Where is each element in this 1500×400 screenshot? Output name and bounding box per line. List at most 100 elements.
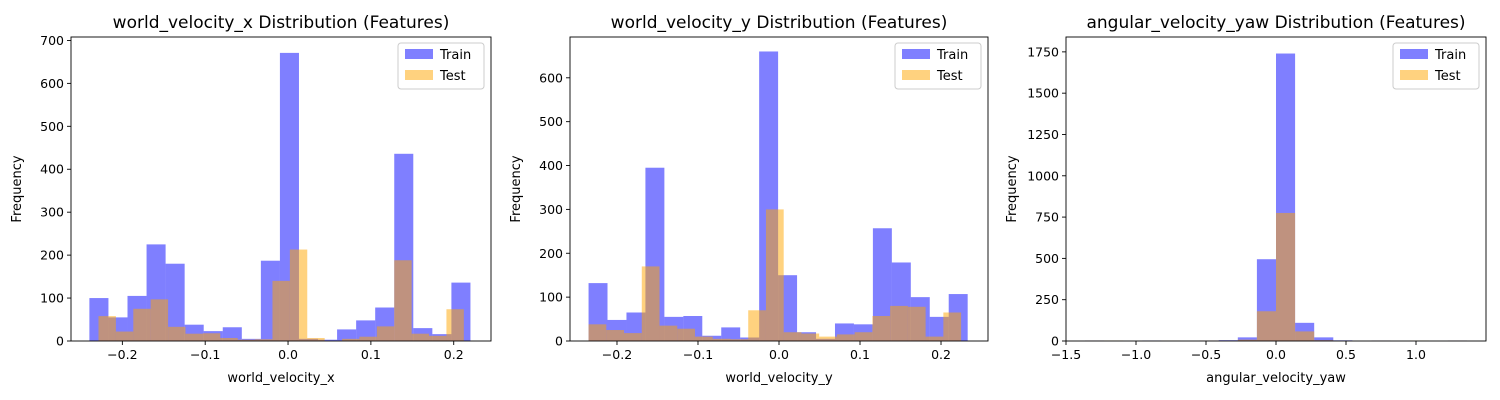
x-tick-label: −0.2 <box>107 347 137 362</box>
test-bar <box>220 337 238 341</box>
x-tick-label: −1.0 <box>1121 347 1151 362</box>
test-bar <box>133 308 151 341</box>
y-tick-label: 600 <box>40 76 64 91</box>
x-tick-label: 0.0 <box>769 347 789 362</box>
test-bar <box>150 299 169 341</box>
train-bar <box>872 228 892 341</box>
y-axis-label: Frequency <box>509 155 524 222</box>
x-tick-label: 0.1 <box>850 347 870 362</box>
train-bar <box>165 263 185 341</box>
test-bar <box>748 310 766 341</box>
legend-label-test: Test <box>1434 69 1461 84</box>
y-axis-label: Frequency <box>10 155 25 222</box>
x-axis-label: angular_velocity_yaw <box>1206 371 1346 386</box>
y-tick-label: 0 <box>1051 334 1059 349</box>
test-bar <box>1276 212 1296 341</box>
y-tick-label: 300 <box>40 205 64 220</box>
test-bar <box>289 249 308 341</box>
y-tick-label: 200 <box>539 246 563 261</box>
chart-title: world_velocity_y Distribution (Features) <box>611 13 948 33</box>
y-tick-label: 200 <box>40 248 64 263</box>
x-tick-label: 0.0 <box>1266 347 1286 362</box>
x-tick-label: −0.1 <box>683 347 713 362</box>
test-bar <box>1237 339 1257 341</box>
x-axis-label: world_velocity_x <box>227 371 335 386</box>
test-bar <box>641 266 660 341</box>
chart-panel-1: −0.2 −0.1 0.0 0.1 0.2 0 100 200 300 400 500 600 700 w… <box>10 13 492 386</box>
test-bar <box>411 333 430 341</box>
train-bar <box>356 320 376 341</box>
y-tick-label: 1750 <box>1027 44 1059 59</box>
test-bar <box>712 338 731 341</box>
x-tick-label: 0.5 <box>1336 347 1356 362</box>
legend-label-test: Test <box>439 69 466 84</box>
test-bar <box>730 339 749 341</box>
train-bar <box>222 327 242 341</box>
test-bar <box>1256 311 1276 341</box>
test-bar <box>359 336 377 341</box>
y-tick-label: 750 <box>1035 210 1059 225</box>
y-tick-label: 700 <box>40 33 64 48</box>
test-bar <box>115 331 134 341</box>
y-tick-label: 250 <box>1035 292 1059 307</box>
y-tick-label: 400 <box>40 162 64 177</box>
x-tick-label: 0.1 <box>361 347 381 362</box>
train-bar <box>318 339 338 341</box>
legend-swatch-test <box>902 70 930 80</box>
y-tick-label: 100 <box>40 291 64 306</box>
test-bar <box>98 316 116 341</box>
bars-group <box>1085 53 1467 342</box>
y-tick-label: 500 <box>539 114 563 129</box>
legend-swatch-train <box>405 49 433 59</box>
test-bar <box>237 339 256 341</box>
legend-label-train: Train <box>1434 48 1466 63</box>
test-bar <box>342 338 360 341</box>
test-bar <box>819 336 837 341</box>
y-tick-label: 400 <box>539 158 563 173</box>
y-axis-label: Frequency <box>1005 155 1020 222</box>
test-bar <box>185 333 203 341</box>
test-bar <box>694 336 713 341</box>
test-bar <box>429 335 447 341</box>
y-tick-label: 500 <box>40 119 64 134</box>
train-bar <box>1237 337 1257 341</box>
test-bar <box>588 324 607 341</box>
legend-label-train: Train <box>936 48 968 63</box>
test-bar <box>272 280 290 341</box>
test-bar <box>854 332 873 341</box>
y-tick-label: 0 <box>56 334 64 349</box>
x-tick-label: 0.0 <box>278 347 298 362</box>
test-bar <box>907 306 926 341</box>
x-tick-label: −0.1 <box>190 347 220 362</box>
test-bar <box>1295 331 1315 341</box>
test-bar <box>836 334 855 341</box>
test-bar <box>890 305 908 341</box>
y-tick-label: 300 <box>539 202 563 217</box>
axes-frame <box>70 36 492 342</box>
legend-swatch-train <box>902 49 930 59</box>
y-tick-label: 600 <box>539 70 563 85</box>
y-tick-label: 1250 <box>1027 127 1059 142</box>
test-bar <box>168 326 186 341</box>
test-bar <box>624 333 642 341</box>
x-tick-label: 1.0 <box>1406 347 1426 362</box>
train-bar <box>337 329 357 341</box>
test-bar <box>677 328 695 341</box>
x-tick-label: −1.5 <box>1051 347 1081 362</box>
chart-title: world_velocity_x Distribution (Features) <box>113 13 450 33</box>
bars-group <box>588 51 968 341</box>
test-bar <box>394 260 412 341</box>
y-tick-label: 0 <box>555 334 563 349</box>
test-bar <box>307 337 325 341</box>
x-axis-label: world_velocity_y <box>725 371 833 386</box>
x-tick-label: −0.5 <box>1191 347 1221 362</box>
y-tick-label: 500 <box>1035 251 1059 266</box>
y-tick-label: 100 <box>539 290 563 305</box>
legend-swatch-train <box>1400 49 1428 59</box>
test-bar <box>446 309 464 341</box>
test-bar <box>606 330 625 341</box>
legend: Train Test <box>894 42 982 90</box>
y-tick-label: 1000 <box>1027 168 1059 183</box>
legend: Train Test <box>397 42 485 90</box>
